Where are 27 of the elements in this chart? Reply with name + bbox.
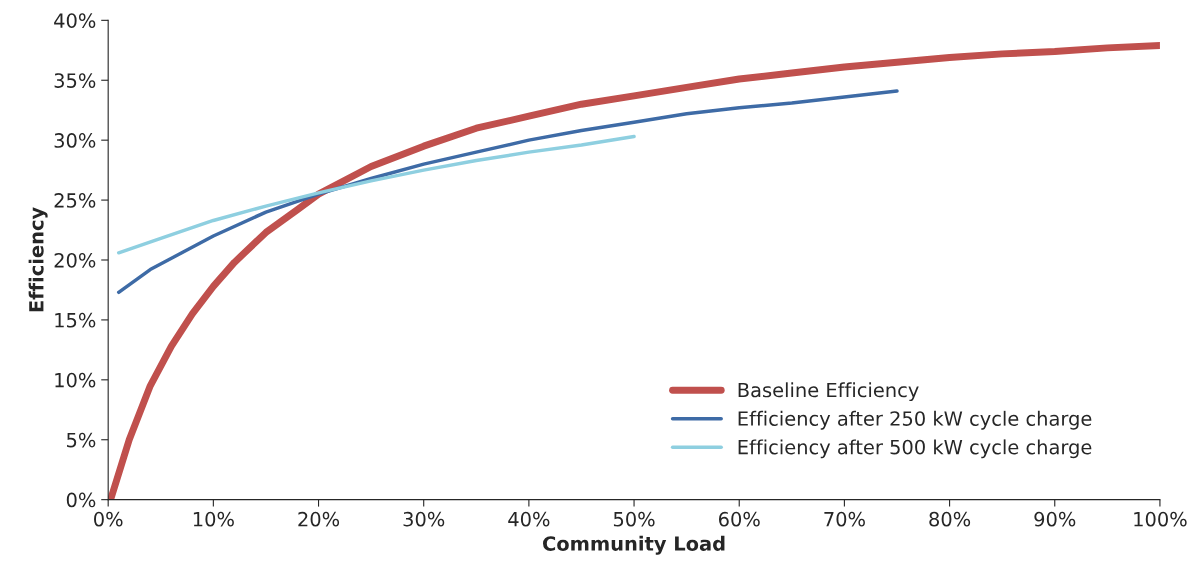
legend-label: Baseline Efficiency bbox=[738, 382, 919, 402]
legend-label: Efficiency after 250 kW cycle charge bbox=[738, 410, 1092, 430]
x-axis-title: Community Load bbox=[543, 535, 725, 555]
x-tick-label: 90% bbox=[1034, 511, 1076, 527]
x-tick-label: 70% bbox=[824, 511, 865, 527]
y-tick-label: 35% bbox=[54, 73, 96, 88]
y-tick-label: 0% bbox=[66, 492, 96, 508]
y-tick-label: 20% bbox=[54, 252, 96, 268]
x-tick-label: 40% bbox=[508, 511, 550, 527]
line-series bbox=[116, 134, 636, 255]
y-tick-label: 40% bbox=[54, 13, 96, 28]
x-tick-label: 10% bbox=[193, 511, 234, 527]
y-tick-label: 25% bbox=[54, 193, 96, 208]
x-tick-label: 100% bbox=[1134, 511, 1187, 527]
y-tick-label: 10% bbox=[55, 372, 96, 388]
x-tick-label: 30% bbox=[403, 511, 445, 527]
legend-label: Efficiency after 500 kW cycle charge bbox=[738, 439, 1092, 459]
y-axis-title: Efficiency bbox=[28, 207, 48, 312]
x-tick-label: 0% bbox=[94, 511, 123, 527]
y-tick-label: 5% bbox=[67, 432, 96, 448]
line-series bbox=[116, 89, 899, 295]
x-tick-label: 20% bbox=[298, 511, 340, 527]
x-tick-label: 50% bbox=[613, 511, 655, 527]
y-tick-label: 15% bbox=[55, 312, 96, 328]
y-tick-label: 30% bbox=[54, 133, 96, 148]
x-tick-label: 60% bbox=[718, 511, 760, 527]
x-tick-label: 80% bbox=[929, 511, 971, 527]
